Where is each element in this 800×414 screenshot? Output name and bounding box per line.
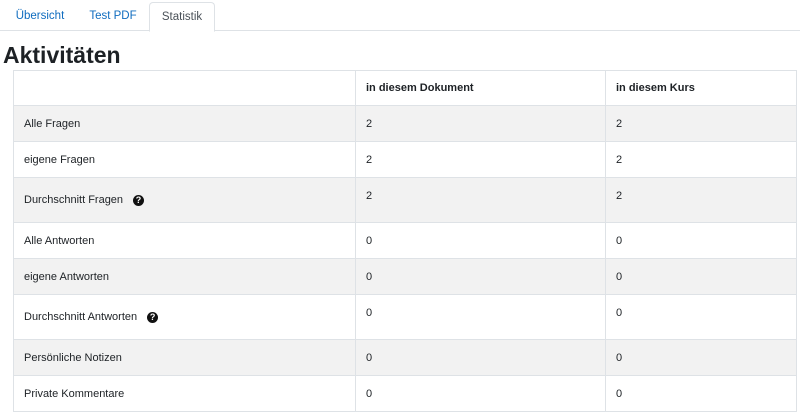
row-label: Alle Antworten <box>13 222 356 259</box>
tab-uebersicht[interactable]: Übersicht <box>15 10 65 22</box>
document-value: 0 <box>355 339 606 376</box>
row-label: Durchschnitt Fragen <box>24 194 124 206</box>
column-header-document: in diesem Dokument <box>355 70 606 106</box>
activities-table: in diesem Dokument in diesem Kurs Alle F… <box>13 70 797 412</box>
table-row: Alle Fragen 2 2 <box>13 105 797 142</box>
document-value: 2 <box>355 105 606 142</box>
tab-test-pdf[interactable]: Test PDF <box>89 10 137 22</box>
row-label: eigene Antworten <box>13 258 356 295</box>
course-value: 0 <box>605 375 797 412</box>
document-value: 2 <box>355 141 606 178</box>
page-title: Aktivitäten <box>3 42 121 68</box>
course-value: 2 <box>605 105 797 142</box>
course-value: 0 <box>605 294 797 340</box>
column-header-label <box>13 70 356 106</box>
document-value: 0 <box>355 222 606 259</box>
document-value: 0 <box>355 375 606 412</box>
row-label: Private Kommentare <box>13 375 356 412</box>
table-row: Durchschnitt Fragen? 2 2 <box>13 177 797 223</box>
row-label: Durchschnitt Antworten <box>24 311 138 323</box>
course-value: 2 <box>605 141 797 178</box>
document-value: 2 <box>355 177 606 223</box>
table-row: Durchschnitt Antworten? 0 0 <box>13 294 797 340</box>
row-label: Alle Fragen <box>13 105 356 142</box>
table-row: Private Kommentare 0 0 <box>13 375 797 412</box>
course-value: 2 <box>605 177 797 223</box>
table-header-row: in diesem Dokument in diesem Kurs <box>13 70 797 106</box>
table-row: Alle Antworten 0 0 <box>13 222 797 259</box>
row-label-cell: Durchschnitt Fragen? <box>13 177 356 223</box>
table-row: eigene Antworten 0 0 <box>13 258 797 295</box>
course-value: 0 <box>605 222 797 259</box>
question-circle-icon[interactable]: ? <box>133 194 145 206</box>
document-value: 0 <box>355 258 606 295</box>
row-label-cell: Durchschnitt Antworten? <box>13 294 356 340</box>
course-value: 0 <box>605 339 797 376</box>
question-circle-icon[interactable]: ? <box>147 311 159 323</box>
course-value: 0 <box>605 258 797 295</box>
row-label: Persönliche Notizen <box>13 339 356 376</box>
table-row: eigene Fragen 2 2 <box>13 141 797 178</box>
tab-bar: Übersicht Test PDF Statistik <box>0 0 800 32</box>
row-label: eigene Fragen <box>13 141 356 178</box>
table-row: Persönliche Notizen 0 0 <box>13 339 797 376</box>
document-value: 0 <box>355 294 606 340</box>
column-header-course: in diesem Kurs <box>605 70 797 106</box>
tab-statistik[interactable]: Statistik <box>149 2 215 32</box>
